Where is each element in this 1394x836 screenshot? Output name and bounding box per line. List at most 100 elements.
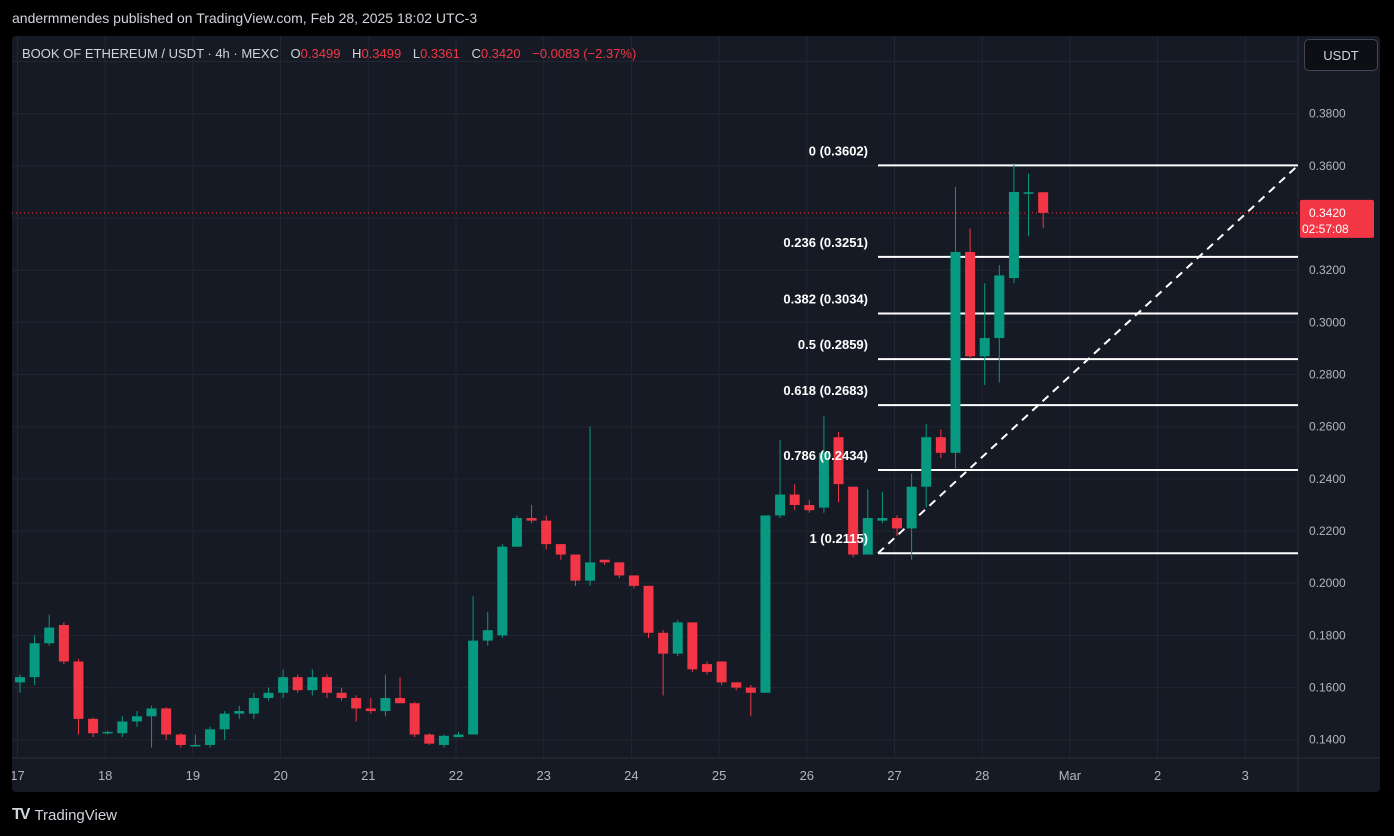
- candle-body[interactable]: [190, 744, 201, 747]
- candle-body[interactable]: [117, 721, 128, 734]
- candle-body[interactable]: [921, 437, 932, 487]
- candle-body[interactable]: [965, 251, 976, 357]
- candle-body[interactable]: [263, 692, 274, 699]
- candle-body[interactable]: [950, 251, 961, 453]
- tradingview-footer[interactable]: TV TradingView: [12, 803, 117, 827]
- candle-body[interactable]: [760, 515, 771, 693]
- candle-body[interactable]: [497, 546, 508, 636]
- candle-body[interactable]: [979, 338, 990, 357]
- bar-countdown: 02:57:08: [1302, 222, 1349, 236]
- candle-body[interactable]: [775, 494, 786, 516]
- candle-body[interactable]: [131, 716, 142, 722]
- fib-level-label: 0.382 (0.3034): [783, 292, 868, 307]
- candle-body[interactable]: [745, 687, 756, 693]
- candle-body[interactable]: [643, 585, 654, 633]
- candle-body[interactable]: [892, 518, 902, 529]
- candle-body[interactable]: [88, 718, 99, 734]
- candle-body[interactable]: [438, 735, 449, 745]
- currency-button[interactable]: USDT: [1304, 39, 1378, 71]
- x-tick-label: 27: [887, 768, 901, 783]
- candle-body[interactable]: [453, 734, 464, 738]
- x-tick-label: 28: [975, 768, 989, 783]
- candle-body[interactable]: [716, 661, 727, 683]
- candle-body[interactable]: [672, 622, 683, 654]
- candle-body[interactable]: [935, 437, 946, 453]
- candle-body[interactable]: [175, 734, 186, 745]
- candle-body[interactable]: [994, 275, 1005, 339]
- y-tick-label: 0.1800: [1309, 628, 1346, 642]
- candle-body[interactable]: [658, 632, 669, 654]
- candle-body[interactable]: [205, 729, 216, 745]
- candle-body[interactable]: [219, 713, 230, 730]
- x-tick-label: 23: [536, 768, 550, 783]
- candle-body[interactable]: [687, 622, 698, 670]
- candle-body[interactable]: [161, 708, 172, 735]
- candle-body[interactable]: [1023, 192, 1034, 194]
- candle-body[interactable]: [614, 562, 625, 576]
- candle-body[interactable]: [102, 731, 113, 734]
- candle-body[interactable]: [877, 518, 888, 521]
- candle-body[interactable]: [862, 518, 873, 555]
- y-tick-label: 0.3200: [1309, 263, 1346, 277]
- candle-body[interactable]: [511, 518, 522, 547]
- candle-body[interactable]: [541, 520, 552, 545]
- candle-body[interactable]: [789, 494, 800, 505]
- x-tick-label: 24: [624, 768, 638, 783]
- candle-body[interactable]: [833, 437, 844, 485]
- candle-body[interactable]: [585, 562, 596, 581]
- candle-body[interactable]: [15, 677, 25, 683]
- candlestick-chart[interactable]: 0.40000.38000.36000.34000.32000.30000.28…: [12, 36, 1380, 792]
- candle-body[interactable]: [351, 698, 362, 709]
- candle-body[interactable]: [731, 682, 742, 688]
- candle-body[interactable]: [146, 708, 157, 717]
- candle-body[interactable]: [248, 698, 259, 714]
- candle-body[interactable]: [336, 692, 347, 699]
- last-price-tag: [1300, 199, 1374, 238]
- fib-level-label: 0.236 (0.3251): [783, 235, 868, 250]
- candle-body[interactable]: [58, 624, 69, 662]
- candle-body[interactable]: [409, 703, 420, 735]
- y-tick-label: 0.2200: [1309, 524, 1346, 538]
- candle-body[interactable]: [234, 711, 245, 714]
- fib-level-label: 0 (0.3602): [809, 143, 868, 158]
- candle-body[interactable]: [848, 486, 859, 555]
- candle-body[interactable]: [424, 734, 435, 744]
- x-tick-label: 2: [1154, 768, 1161, 783]
- fib-trend-line[interactable]: [877, 164, 1299, 554]
- candle-body[interactable]: [482, 630, 493, 641]
- candle-body[interactable]: [44, 627, 55, 644]
- candle-body[interactable]: [555, 544, 566, 555]
- candle-body[interactable]: [292, 677, 303, 691]
- candle-body[interactable]: [570, 554, 581, 581]
- close-label: C: [471, 46, 481, 61]
- y-tick-label: 0.3800: [1309, 107, 1346, 121]
- x-tick-label: Mar: [1059, 768, 1082, 783]
- candle-body[interactable]: [701, 664, 712, 672]
- candle-body[interactable]: [1008, 191, 1019, 279]
- fib-level-label: 0.618 (0.2683): [783, 383, 868, 398]
- brand-name: TradingView: [34, 806, 117, 824]
- candle-body[interactable]: [818, 452, 829, 508]
- candle-body[interactable]: [906, 486, 917, 529]
- candle-body[interactable]: [307, 677, 318, 691]
- x-tick-label: 26: [800, 768, 814, 783]
- x-tick-label: 22: [449, 768, 463, 783]
- x-tick-label: 25: [712, 768, 726, 783]
- candle-body[interactable]: [395, 698, 406, 704]
- candle-body[interactable]: [599, 559, 610, 563]
- candle-body[interactable]: [380, 698, 391, 712]
- candle-body[interactable]: [628, 575, 639, 586]
- y-tick-label: 0.3600: [1309, 159, 1346, 173]
- candle-body[interactable]: [804, 504, 815, 511]
- chart-panel[interactable]: 0.40000.38000.36000.34000.32000.30000.28…: [12, 36, 1380, 792]
- candle-body[interactable]: [526, 518, 537, 521]
- candle-body[interactable]: [468, 640, 479, 735]
- low-value: 0.3361: [420, 46, 460, 61]
- candle-body[interactable]: [73, 661, 84, 719]
- candle-body[interactable]: [365, 708, 376, 712]
- candle-body[interactable]: [29, 643, 40, 678]
- candle-body[interactable]: [1038, 192, 1049, 213]
- y-tick-label: 0.2800: [1309, 368, 1346, 382]
- candle-body[interactable]: [321, 677, 332, 693]
- candle-body[interactable]: [278, 677, 289, 693]
